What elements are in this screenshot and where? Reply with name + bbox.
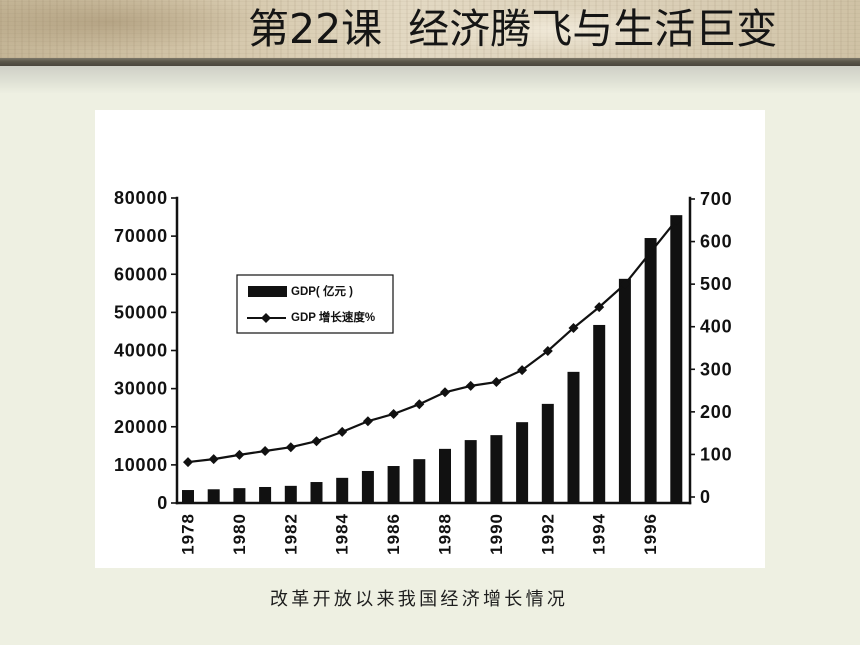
gdp-growth-marker-1978: [183, 457, 193, 468]
gdp-bar-1985: [361, 470, 374, 503]
gdp-growth-marker-1990: [491, 377, 502, 388]
right-axis-tick-label: 300: [700, 359, 732, 379]
x-axis-tick-label: 1978: [179, 513, 198, 555]
gdp-growth-marker-1985: [362, 416, 373, 427]
chart-caption: 改革开放以来我国经济增长情况: [270, 589, 569, 610]
right-axis-tick-label: 700: [700, 189, 732, 209]
x-axis-tick-label: 1992: [538, 513, 557, 555]
x-axis-tick-label: 1984: [333, 513, 352, 555]
right-axis-tick-label: 200: [700, 402, 732, 422]
x-axis-tick-label: 1982: [281, 513, 300, 555]
legend-diamond-marker: [261, 313, 271, 323]
gdp-bar-1986: [387, 466, 400, 503]
gdp-growth-marker-1982: [285, 442, 296, 453]
right-axis-tick-label: 500: [700, 274, 732, 294]
x-axis-labels: 1978 1980 1982 1984 1986 1988 1990 1992 1994 1996: [179, 513, 661, 555]
gdp-bar-1990: [490, 435, 503, 503]
gdp-chart: 0 10000 20000 30000 40000 50000 60000 70000 8000…: [114, 188, 732, 555]
left-axis-ticks: 0 10000 20000 30000 40000 50000 60000 70000 8000…: [114, 188, 177, 513]
gdp-bar-1980: [233, 488, 246, 503]
chart-panel: 0 10000 20000 30000 40000 50000 60000 70000 8000…: [95, 110, 765, 568]
gdp-bar-1992: [541, 403, 554, 503]
right-axis-tick-label: 0: [700, 487, 711, 507]
gdp-bar-1996: [644, 238, 657, 503]
legend-frame: [236, 274, 394, 334]
gdp-bar-1979: [207, 489, 220, 503]
x-axis-tick-label: 1990: [487, 513, 506, 555]
gdp-bar-1983: [310, 482, 323, 503]
gdp-growth-marker-1997: [671, 215, 682, 226]
left-axis-tick-label: 10000: [114, 455, 168, 475]
gdp-growth-marker-1989: [465, 380, 476, 391]
left-axis-tick-label: 70000: [114, 226, 168, 246]
legend-label-gdp: GDP( 亿元 ): [291, 284, 353, 298]
gdp-bar-1981: [259, 486, 272, 503]
legend-label-growth: GDP 增长速度%: [291, 310, 375, 324]
legend-bar-swatch: [248, 286, 287, 297]
gdp-bar-1978: [182, 490, 194, 503]
gdp-growth-marker-1996: [645, 247, 656, 258]
right-axis-tick-label: 400: [700, 317, 732, 337]
gdp-growth-marker-1980: [234, 449, 245, 460]
right-axis-ticks: 0 100 200 300 400 500 600 700: [690, 189, 732, 507]
gdp-growth-marker-1981: [260, 446, 271, 457]
gdp-bar-1987: [413, 459, 426, 503]
left-axis-tick-label: 30000: [114, 379, 168, 399]
gdp-bar-1989: [464, 440, 477, 503]
x-axis-tick-label: 1988: [436, 513, 455, 555]
chart-axes: [175, 196, 692, 505]
gdp-growth-marker-1987: [414, 399, 425, 410]
slide-title: 第22课 经济腾飞与生活巨变: [248, 5, 778, 53]
x-axis-tick-label: 1986: [384, 513, 403, 555]
gdp-growth-marker-1993: [568, 322, 579, 333]
left-axis-tick-label: 60000: [114, 264, 168, 284]
gdp-bar-1991: [516, 422, 529, 503]
left-axis-tick-label: 80000: [114, 188, 168, 208]
gdp-growth-marker-1988: [440, 387, 450, 398]
gdp-growth-marker-1986: [388, 408, 399, 419]
gdp-bar-1993: [567, 371, 580, 503]
gdp-growth-marker-1991: [517, 365, 528, 376]
gdp-bar-1995: [618, 278, 631, 503]
left-axis-tick-label: 0: [157, 493, 168, 513]
gdp-growth-marker-1979: [208, 454, 219, 465]
gdp-bar-1982: [284, 485, 297, 503]
gdp-bar-1994: [593, 324, 606, 503]
header-shadow-band: [0, 66, 860, 94]
x-axis-tick-label: 1994: [590, 513, 609, 555]
gdp-bar-1988: [439, 448, 451, 503]
right-axis-tick-label: 600: [700, 232, 732, 252]
gdp-growth-marker-1994: [594, 302, 605, 313]
chart-legend: GDP( 亿元 ) GDP 增长速度%: [236, 274, 394, 334]
right-axis-tick-label: 100: [700, 444, 732, 464]
header-banner: 第22课 经济腾飞与生活巨变: [0, 0, 860, 58]
left-axis-tick-label: 20000: [114, 417, 168, 437]
gdp-growth-marker-1983: [311, 436, 322, 447]
x-axis-tick-label: 1980: [230, 513, 249, 555]
gdp-bar-1997: [670, 215, 683, 503]
x-axis-tick-label: 1996: [641, 513, 660, 555]
gdp-bars: [182, 215, 683, 503]
gdp-bar-1984: [336, 477, 349, 503]
gdp-growth-marker-1992: [542, 345, 553, 356]
gdp-growth-series: [183, 215, 682, 468]
header-rule: [0, 58, 860, 66]
gdp-growth-marker-1984: [337, 426, 348, 437]
left-axis-tick-label: 40000: [114, 341, 168, 361]
left-axis-tick-label: 50000: [114, 302, 168, 322]
gdp-growth-marker-1995: [619, 279, 630, 290]
